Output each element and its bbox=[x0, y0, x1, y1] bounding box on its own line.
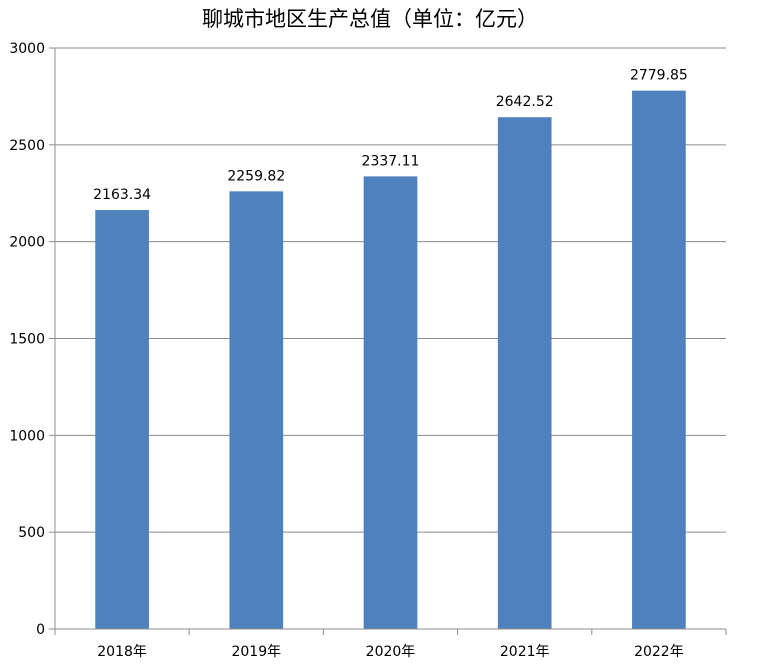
y-tick-label: 2500 bbox=[9, 138, 45, 154]
y-tick-label: 2000 bbox=[9, 235, 45, 251]
y-tick-label: 1000 bbox=[9, 428, 45, 444]
axes bbox=[49, 47, 727, 635]
y-tick-label: 500 bbox=[18, 525, 45, 541]
bar-0 bbox=[95, 210, 149, 630]
data-label: 2259.82 bbox=[227, 168, 285, 184]
y-tick-label: 1500 bbox=[9, 332, 45, 348]
x-tick-label: 2019年 bbox=[231, 644, 281, 660]
bars bbox=[95, 90, 686, 630]
y-tick-label: 0 bbox=[36, 622, 45, 638]
x-tick-label: 2022年 bbox=[634, 644, 684, 660]
x-tick-label: 2018年 bbox=[97, 644, 147, 660]
data-label: 2337.11 bbox=[362, 153, 420, 169]
labels: 0 500 1000 1500 2000 2500 3000 2163.34 2018年 2259… bbox=[9, 41, 687, 660]
chart-title: 聊城市地区生产总值（单位：亿元） bbox=[202, 7, 538, 31]
bar-4 bbox=[632, 90, 686, 629]
x-tick-label: 2020年 bbox=[366, 644, 416, 660]
y-tick-label: 3000 bbox=[9, 41, 45, 57]
data-label: 2642.52 bbox=[496, 94, 554, 110]
bar-3 bbox=[497, 117, 552, 629]
bar-2 bbox=[363, 176, 418, 629]
data-label: 2163.34 bbox=[93, 187, 151, 203]
x-tick-label: 2021年 bbox=[500, 644, 550, 660]
data-label: 2779.85 bbox=[630, 68, 688, 84]
bar-1 bbox=[229, 191, 284, 629]
